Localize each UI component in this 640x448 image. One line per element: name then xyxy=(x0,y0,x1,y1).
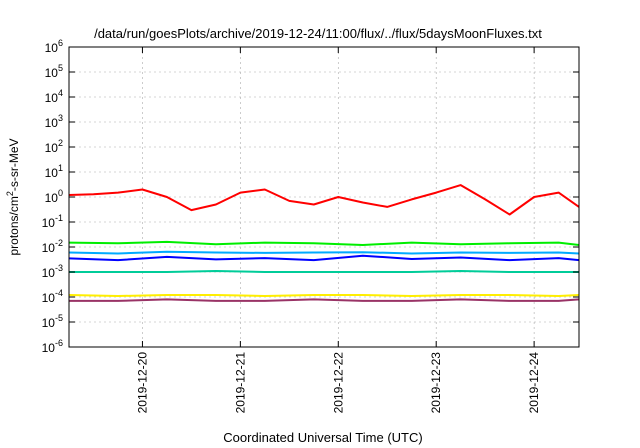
x-axis: 2019-12-20 2019-12-21 2019-12-22 2019-12-23… xyxy=(135,47,541,413)
x-axis-label: Coordinated Universal Time (UTC) xyxy=(223,430,422,445)
y-tick-label: 100 xyxy=(45,188,63,205)
x-tick-label: 2019-12-23 xyxy=(429,352,443,414)
y-tick-label: 104 xyxy=(45,88,63,105)
y-tick-label: 10-4 xyxy=(42,288,63,305)
chart-title: /data/run/goesPlots/archive/2019-12-24/1… xyxy=(94,26,542,41)
series-line-2 xyxy=(68,250,580,255)
series-line-3 xyxy=(68,254,580,262)
y-tick-label: 105 xyxy=(45,63,63,80)
y-tick-label: 103 xyxy=(45,113,63,130)
x-tick-label: 2019-12-24 xyxy=(527,352,541,414)
y-tick-label: 101 xyxy=(45,163,63,180)
y-tick-label: 10-5 xyxy=(42,313,63,330)
series-line-4 xyxy=(69,270,579,273)
series-line-5 xyxy=(68,294,580,297)
series-group xyxy=(68,184,580,302)
y-axis-label: protons/cm2-s-sr-MeV xyxy=(5,138,21,255)
y-tick-label: 10-1 xyxy=(42,213,63,230)
y-axis-label-sup: 2 xyxy=(5,191,15,196)
x-tick-label: 2019-12-20 xyxy=(135,352,149,414)
x-tick-label: 2019-12-22 xyxy=(331,352,345,414)
y-axis-label-base: protons/cm xyxy=(7,196,21,255)
series-line-1 xyxy=(68,240,580,246)
y-tick-label: 10-6 xyxy=(42,338,63,355)
y-tick-label: 10-3 xyxy=(42,263,63,280)
series-line-6 xyxy=(69,298,580,302)
x-tick-label: 2019-12-21 xyxy=(233,352,247,414)
series-line-0 xyxy=(68,184,580,216)
y-tick-label: 102 xyxy=(45,138,63,155)
y-axis-label-rest: -s-sr-MeV xyxy=(7,138,21,191)
y-tick-label: 10-2 xyxy=(42,238,63,255)
grid xyxy=(69,47,579,347)
y-tick-label: 106 xyxy=(45,38,63,55)
y-axis: 106 105 104 103 102 101 100 10-1 10-2 10-3 10-4 10-… xyxy=(42,38,579,355)
